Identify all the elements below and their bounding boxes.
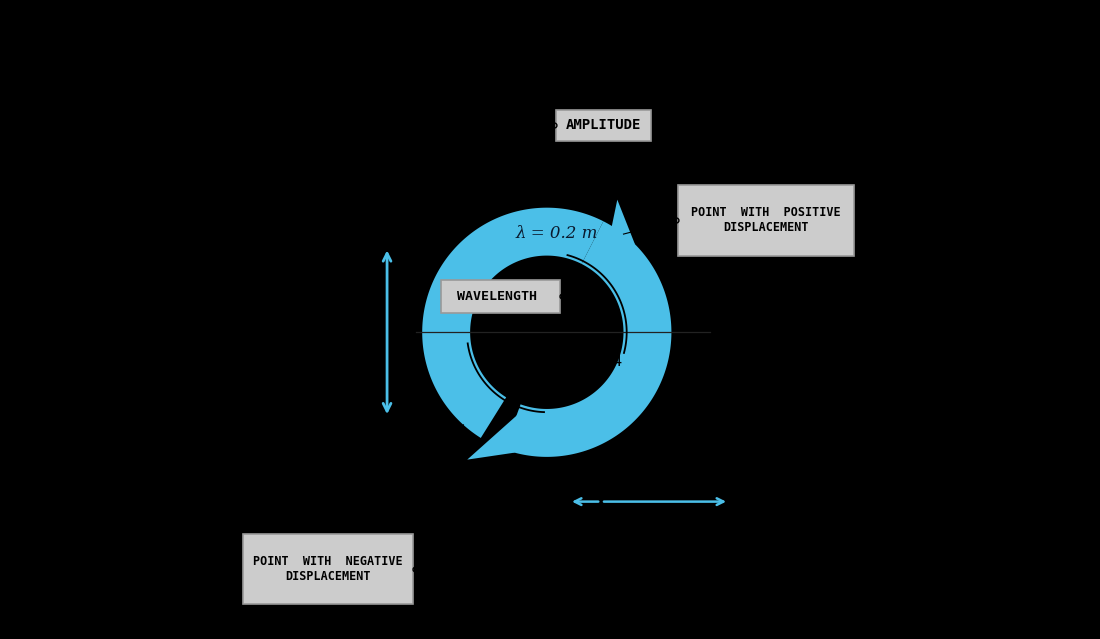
FancyBboxPatch shape <box>678 185 854 256</box>
FancyBboxPatch shape <box>557 110 651 141</box>
Polygon shape <box>601 200 635 278</box>
Polygon shape <box>422 208 604 438</box>
Text: POINT  WITH  POSITIVE
DISPLACEMENT: POINT WITH POSITIVE DISPLACEMENT <box>691 206 840 235</box>
FancyBboxPatch shape <box>441 280 560 313</box>
Polygon shape <box>504 221 671 457</box>
Text: POINT  WITH  NEGATIVE
DISPLACEMENT: POINT WITH NEGATIVE DISPLACEMENT <box>253 555 403 583</box>
Text: 2: 2 <box>482 360 491 375</box>
Text: AMPLITUDE: AMPLITUDE <box>566 118 641 132</box>
FancyBboxPatch shape <box>243 534 412 604</box>
Text: 4: 4 <box>613 353 621 369</box>
Text: 1: 1 <box>584 480 593 495</box>
Text: WAVELENGTH: WAVELENGTH <box>456 290 537 303</box>
Text: λ = 0.2 m: λ = 0.2 m <box>515 225 597 242</box>
Polygon shape <box>468 406 527 459</box>
